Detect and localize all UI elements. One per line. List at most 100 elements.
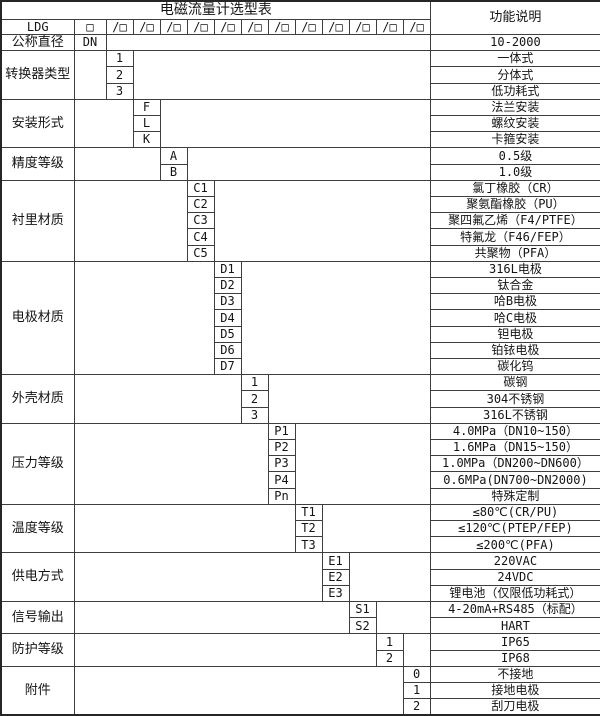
- desc-cell: 法兰安装: [429, 98, 600, 116]
- desc-cell: ≤80℃(CR/PU): [429, 503, 600, 522]
- gap-cell: [73, 50, 107, 100]
- slot-cell: /□: [213, 18, 242, 35]
- slot-cell: /□: [375, 18, 404, 35]
- category-cell: 压力等级: [0, 422, 75, 505]
- category-cell: 公称直径: [0, 33, 75, 52]
- desc-cell: 220VAC: [429, 552, 600, 570]
- code-cell: D2: [213, 276, 242, 295]
- code-cell: 1: [402, 682, 431, 700]
- code-cell: A: [159, 147, 188, 165]
- code-cell: C2: [186, 195, 215, 214]
- gap-cell: [132, 50, 431, 100]
- category-cell: 衬里材质: [0, 179, 75, 262]
- desc-cell: 哈B电极: [429, 293, 600, 311]
- desc-cell: 分体式: [429, 66, 600, 84]
- slot-cell: /□: [105, 18, 134, 35]
- desc-cell: 10-2000: [429, 33, 600, 52]
- desc-cell: 聚四氟乙烯（F4/PTFE）: [429, 212, 600, 230]
- code-cell: E3: [321, 584, 350, 603]
- slot-cell: /□: [240, 18, 269, 35]
- desc-cell: 钛合金: [429, 276, 600, 295]
- code-cell: 1: [105, 50, 134, 68]
- code-cell: D3: [213, 293, 242, 311]
- code-cell: 2: [402, 698, 431, 716]
- gap-cell: [240, 260, 431, 376]
- desc-cell: 锂电池（仅限低功耗式）: [429, 584, 600, 603]
- slot-cell: /□: [321, 18, 350, 35]
- desc-cell: 4.0MPa（DN10~150）: [429, 422, 600, 440]
- category-cell: 安装形式: [0, 98, 75, 149]
- code-cell: C3: [186, 212, 215, 230]
- gap-cell: [186, 147, 431, 181]
- desc-cell: 不接地: [429, 665, 600, 684]
- desc-cell: 0.6MPa(DN700~DN2000): [429, 471, 600, 489]
- category-cell: 电极材质: [0, 260, 75, 376]
- category-cell: 信号输出: [0, 601, 75, 635]
- gap-cell: [73, 98, 134, 149]
- code-cell: 0: [402, 665, 431, 684]
- code-cell: 3: [240, 406, 269, 424]
- desc-cell: 接地电极: [429, 682, 600, 700]
- desc-cell: 铂铱电极: [429, 341, 600, 359]
- code-cell: T3: [294, 536, 323, 554]
- desc-cell: 碳钢: [429, 374, 600, 392]
- gap-cell: [73, 601, 350, 635]
- category-cell: 附件: [0, 665, 75, 716]
- desc-cell: 316L电极: [429, 260, 600, 278]
- gap-cell: [159, 98, 431, 149]
- desc-cell: 316L不锈钢: [429, 406, 600, 424]
- code-cell: S1: [348, 601, 377, 619]
- code-cell: P3: [267, 455, 296, 473]
- desc-cell: 304不锈钢: [429, 390, 600, 408]
- category-cell: 防护等级: [0, 633, 75, 667]
- code-cell: D4: [213, 309, 242, 327]
- model-prefix-cell: LDG: [0, 18, 75, 35]
- code-cell: P4: [267, 471, 296, 489]
- dn-box-cell: □: [73, 18, 107, 35]
- code-cell: C4: [186, 228, 215, 246]
- table-title: 电磁流量计选型表: [0, 0, 431, 20]
- code-cell: S2: [348, 617, 377, 635]
- code-cell: B: [159, 163, 188, 181]
- slot-cell: /□: [132, 18, 161, 35]
- desc-cell: 氯丁橡胶（CR）: [429, 179, 600, 197]
- code-cell: DN: [73, 33, 107, 52]
- slot-cell: /□: [159, 18, 188, 35]
- slot-cell: /□: [348, 18, 377, 35]
- gap-cell: [73, 374, 242, 424]
- desc-cell: 刮刀电极: [429, 698, 600, 716]
- code-cell: 1: [240, 374, 269, 392]
- slot-cell: /□: [402, 18, 431, 35]
- gap-cell: [267, 374, 431, 424]
- code-cell: P1: [267, 422, 296, 440]
- gap-cell: [402, 633, 431, 667]
- category-cell: 外壳材质: [0, 374, 75, 424]
- gap-cell: [105, 33, 431, 52]
- desc-cell: 特殊定制: [429, 487, 600, 505]
- gap-cell: [73, 147, 161, 181]
- desc-cell: 螺纹安装: [429, 114, 600, 133]
- code-cell: 3: [105, 82, 134, 100]
- slot-cell: /□: [267, 18, 296, 35]
- desc-cell: 一体式: [429, 50, 600, 68]
- code-cell: E2: [321, 568, 350, 586]
- category-cell: 转换器类型: [0, 50, 75, 100]
- desc-cell: 0.5级: [429, 147, 600, 165]
- code-cell: D5: [213, 325, 242, 343]
- code-cell: 2: [375, 649, 404, 667]
- desc-cell: ≤200℃(PFA): [429, 536, 600, 554]
- code-cell: Pn: [267, 487, 296, 505]
- gap-cell: [375, 601, 431, 635]
- code-cell: E1: [321, 552, 350, 570]
- gap-cell: [321, 503, 431, 554]
- code-cell: F: [132, 98, 161, 116]
- code-cell: C1: [186, 179, 215, 197]
- desc-cell: 卡箍安装: [429, 131, 600, 149]
- desc-cell: 4-20mA+RS485（标配）: [429, 601, 600, 619]
- desc-cell: 钽电极: [429, 325, 600, 343]
- code-cell: 2: [240, 390, 269, 408]
- code-cell: 1: [375, 633, 404, 651]
- code-cell: D6: [213, 341, 242, 359]
- desc-cell: 聚氨酯橡胶（PU）: [429, 195, 600, 214]
